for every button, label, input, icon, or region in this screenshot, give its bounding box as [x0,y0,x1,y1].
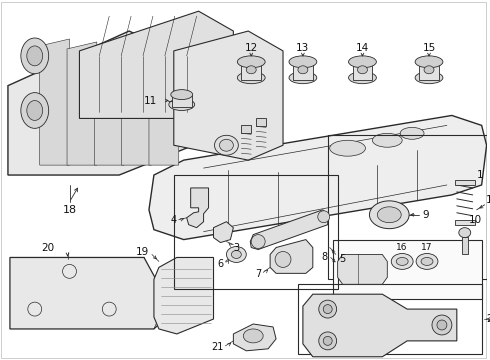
Text: 2: 2 [486,314,490,324]
Ellipse shape [330,140,366,156]
Text: 16: 16 [396,243,408,252]
Text: 13: 13 [296,43,310,53]
Ellipse shape [298,66,308,74]
Circle shape [323,336,332,345]
Ellipse shape [237,72,265,84]
Bar [256,118,266,126]
Circle shape [275,252,291,267]
Text: 21: 21 [211,342,223,352]
Bar [298,284,482,354]
Circle shape [437,320,447,330]
Text: 15: 15 [422,43,436,53]
Polygon shape [79,11,233,118]
Ellipse shape [246,66,256,74]
Bar [462,237,468,255]
Bar [333,240,482,299]
Polygon shape [250,210,328,249]
Ellipse shape [220,139,233,151]
Ellipse shape [358,66,368,74]
Text: 11: 11 [144,95,157,105]
Circle shape [319,300,337,318]
Ellipse shape [226,247,246,262]
Text: 14: 14 [356,43,369,53]
Text: 10: 10 [469,215,482,225]
Bar [241,62,261,80]
Circle shape [319,332,337,350]
Polygon shape [174,31,283,160]
Text: 18: 18 [62,205,76,215]
Bar [419,62,439,80]
Ellipse shape [237,56,265,68]
Ellipse shape [396,257,408,265]
Ellipse shape [421,257,433,265]
Bar [352,62,372,80]
Ellipse shape [289,72,317,84]
Bar [455,180,475,185]
Ellipse shape [415,56,443,68]
Polygon shape [233,324,276,351]
Bar [174,175,338,289]
Polygon shape [122,48,151,165]
Ellipse shape [377,207,401,223]
Text: 19: 19 [136,247,149,257]
Text: 12: 12 [245,43,258,53]
Ellipse shape [27,46,43,66]
Ellipse shape [369,201,409,229]
Text: 20: 20 [41,243,54,252]
Circle shape [432,315,452,335]
Ellipse shape [21,93,49,129]
Bar [241,125,251,133]
Text: 3: 3 [233,243,240,252]
Ellipse shape [424,66,434,74]
Ellipse shape [392,253,413,269]
Text: 17: 17 [421,243,433,252]
Bar [328,135,487,279]
Ellipse shape [372,133,402,147]
Polygon shape [149,116,487,240]
Polygon shape [149,51,179,165]
Polygon shape [154,257,214,334]
Ellipse shape [171,90,193,100]
Ellipse shape [169,99,195,111]
Polygon shape [95,45,124,165]
Bar [293,62,313,80]
Text: 5: 5 [340,255,346,265]
Ellipse shape [459,228,471,238]
Ellipse shape [348,72,376,84]
Ellipse shape [416,253,438,269]
Ellipse shape [415,72,443,84]
Ellipse shape [289,56,317,68]
Text: 8: 8 [321,252,328,262]
Text: 4: 4 [171,215,177,225]
Ellipse shape [348,56,376,68]
Text: 1: 1 [486,195,490,205]
Circle shape [251,235,265,248]
Polygon shape [40,39,70,165]
Ellipse shape [215,135,238,155]
Ellipse shape [244,329,263,343]
Polygon shape [214,222,233,243]
Text: 9: 9 [422,210,429,220]
Polygon shape [187,188,209,228]
Text: 7: 7 [255,269,261,279]
Ellipse shape [27,100,43,120]
Ellipse shape [21,38,49,74]
Text: 6: 6 [218,260,223,269]
Polygon shape [270,240,313,273]
Ellipse shape [231,251,241,258]
Polygon shape [67,42,97,165]
Text: 1: 1 [477,170,484,180]
Polygon shape [10,257,167,329]
Polygon shape [8,31,194,175]
Ellipse shape [400,127,424,139]
Bar [172,95,192,107]
Polygon shape [338,255,387,284]
Circle shape [323,305,332,314]
Circle shape [318,211,330,223]
Polygon shape [303,294,457,357]
Bar [455,220,475,225]
